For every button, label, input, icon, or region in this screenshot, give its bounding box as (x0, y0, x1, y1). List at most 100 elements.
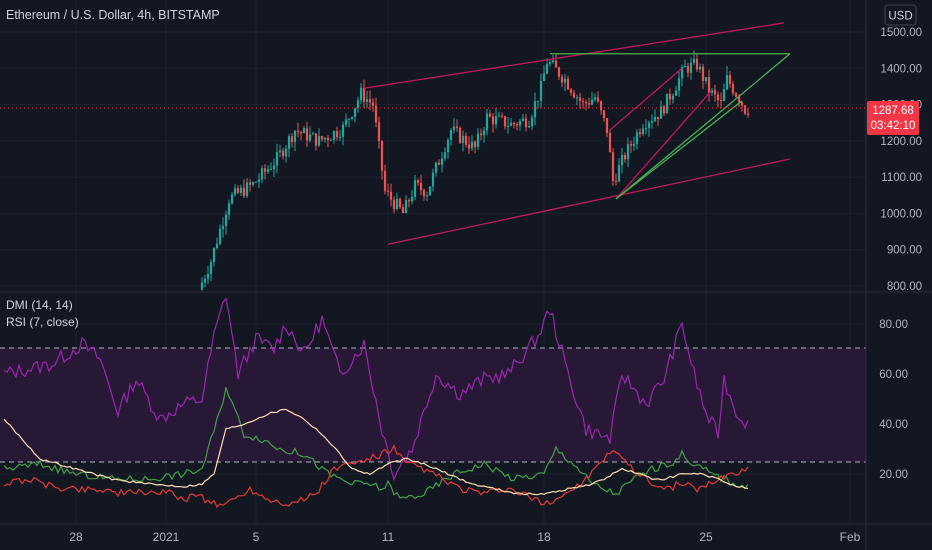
series-rsi-line (3, 297, 749, 482)
candle (395, 193, 399, 211)
price-tick-label: 1500.00 (880, 27, 922, 39)
candle (332, 130, 336, 144)
candle-body (605, 118, 609, 134)
candle-body (398, 199, 402, 208)
candle (677, 71, 681, 97)
candle (740, 101, 744, 112)
candle (434, 161, 438, 177)
candle-body (458, 128, 462, 143)
candle (710, 88, 714, 96)
trend-line-drawings[interactable] (363, 22, 791, 245)
candle (692, 50, 696, 65)
candle (383, 164, 387, 195)
candle (545, 58, 549, 75)
candle (590, 91, 594, 106)
time-axis-labels[interactable]: 28 2021 5 11 18 25 Feb (69, 530, 860, 544)
candle-body (230, 194, 234, 204)
candle-body (569, 89, 573, 93)
candle (470, 135, 474, 152)
candle-body (659, 106, 663, 119)
candle (665, 93, 669, 114)
channel-upper-line[interactable] (363, 22, 785, 89)
candle (419, 174, 423, 196)
candle-body (641, 128, 645, 135)
candle-body (275, 152, 279, 166)
candle-body (245, 182, 249, 196)
channel-lower-line[interactable] (387, 158, 791, 245)
candle (338, 130, 342, 142)
candle-body (494, 116, 498, 125)
candle-body (440, 158, 444, 165)
candle-body (509, 122, 513, 126)
candle-body (731, 84, 735, 94)
candle-body (365, 99, 369, 102)
candle-body (266, 169, 270, 172)
osc-tick-label: 40.00 (879, 419, 908, 431)
candle-body (665, 93, 669, 114)
candle (374, 97, 378, 128)
candle-body (335, 131, 339, 138)
candle-body (506, 125, 510, 127)
candle (521, 114, 525, 122)
candle (614, 173, 618, 186)
candle-body (548, 62, 552, 64)
candle (695, 52, 699, 73)
candle (224, 210, 228, 235)
candle (476, 128, 480, 150)
candle (587, 97, 591, 109)
wedge-upper-line[interactable] (609, 67, 683, 131)
candle (203, 274, 207, 288)
candle (731, 80, 735, 96)
candle-body (497, 115, 501, 117)
candle (275, 143, 279, 174)
candle-body (323, 137, 327, 140)
candle (500, 112, 504, 119)
candle-body (395, 199, 399, 210)
price-tick-label: 1100.00 (881, 172, 922, 184)
price-axis-labels[interactable]: 1500.001400.001300.001200.001100.001000.… (880, 27, 922, 293)
candle-body (617, 165, 621, 182)
candle-body (386, 190, 390, 192)
candle (599, 100, 603, 115)
candle (584, 99, 588, 111)
candle (392, 196, 396, 214)
candle-body (224, 214, 228, 227)
price-tick-label: 1400.00 (880, 63, 922, 75)
candle (254, 181, 258, 183)
candle-body (347, 118, 351, 120)
oscillator-axis-labels[interactable]: 80.00 60.00 40.00 20.00 (879, 319, 908, 481)
candle (416, 178, 420, 186)
candle-body (377, 122, 381, 142)
candle-body (575, 97, 579, 99)
candle (446, 137, 450, 159)
candle (533, 92, 537, 126)
dmi-legend[interactable]: DMI (14, 14) (6, 298, 73, 312)
support-trend-line[interactable] (615, 100, 743, 200)
candle-body (401, 207, 405, 214)
candle (440, 151, 444, 173)
candle (431, 168, 435, 192)
candle-body (392, 199, 396, 210)
candle (401, 204, 405, 214)
candle-body (587, 103, 591, 105)
currency-button[interactable]: USD (884, 4, 917, 26)
candle-body (644, 128, 648, 130)
candle-body (428, 186, 432, 196)
candle-body (539, 81, 543, 101)
candle-body (650, 121, 654, 123)
candle-body (578, 97, 582, 101)
candle (704, 77, 708, 84)
candle (479, 128, 483, 141)
bar-countdown: 03:42:10 (871, 120, 916, 132)
candle (548, 58, 552, 67)
candle-body (431, 172, 435, 187)
rsi-legend[interactable]: RSI (7, close) (6, 315, 79, 329)
candle-body (677, 78, 681, 91)
triangle-diagonal-line[interactable] (615, 53, 791, 200)
candle (488, 110, 492, 118)
candle-body (713, 89, 717, 95)
candle (278, 144, 282, 158)
osc-tick-label: 80.00 (879, 319, 908, 331)
candle-body (413, 180, 417, 197)
